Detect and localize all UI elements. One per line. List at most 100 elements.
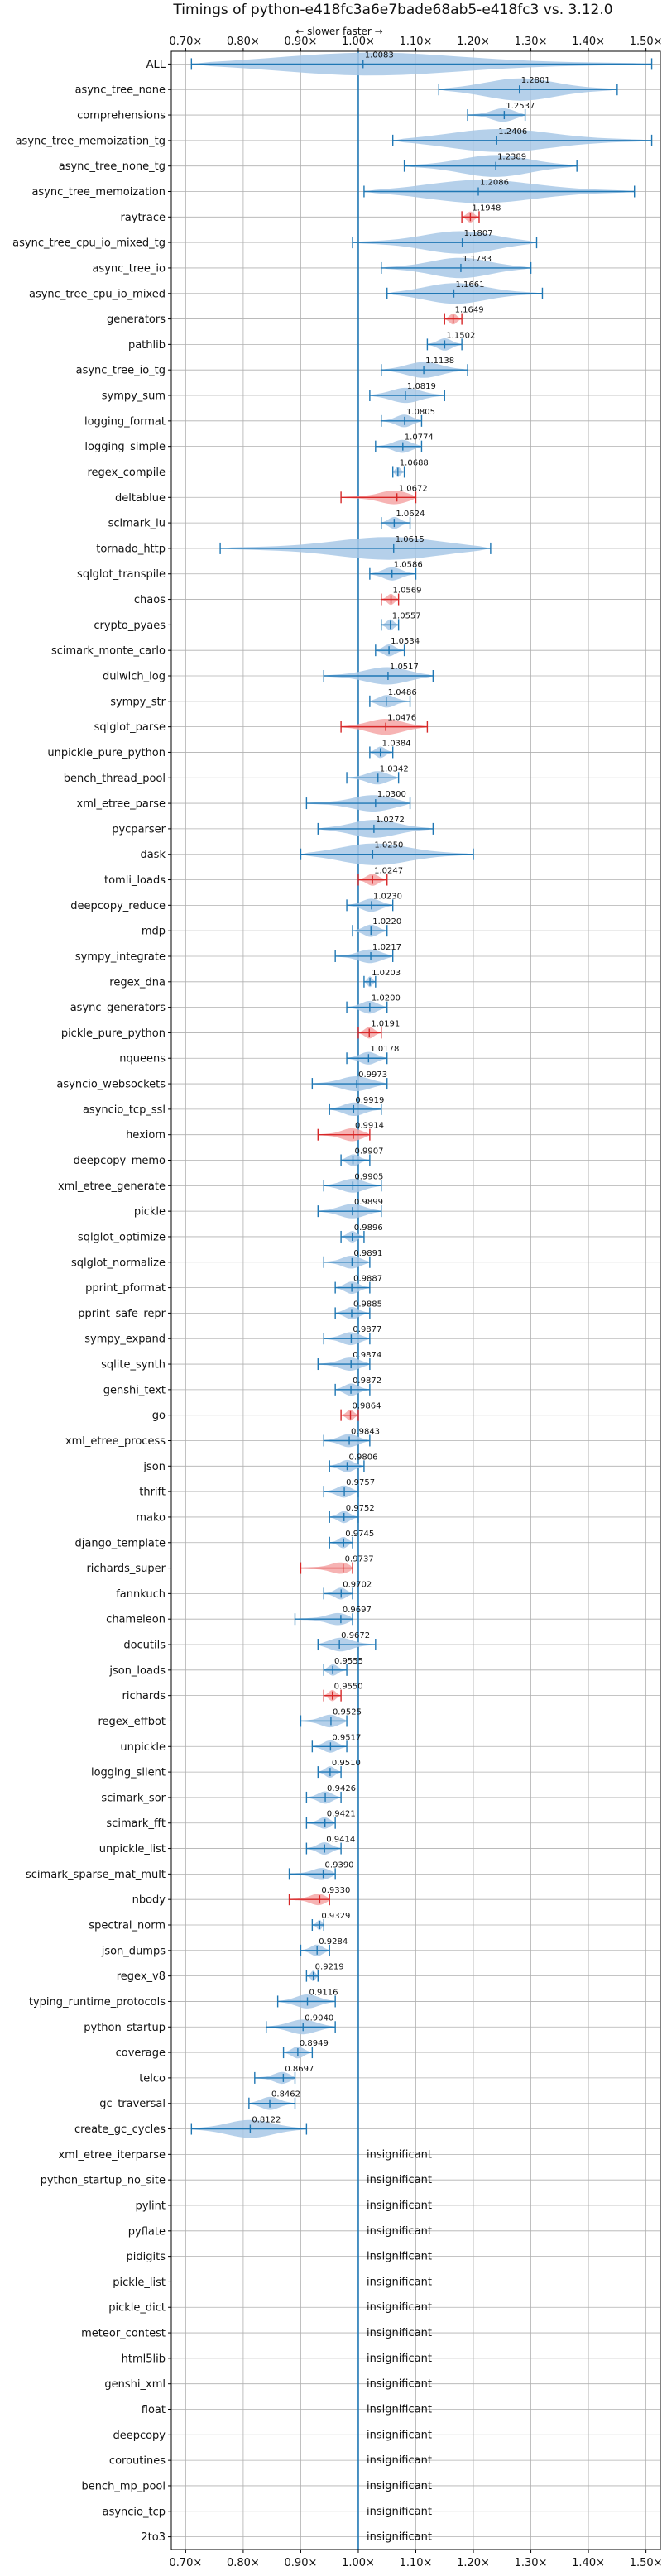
benchmark-label: sqlite_synth (101, 1359, 166, 1372)
benchmark-label: sympy_expand (84, 1333, 166, 1346)
benchmark-label: logging_simple (84, 441, 166, 453)
value-label: 0.9697 (343, 1606, 372, 1615)
value-label: 0.9414 (326, 1836, 355, 1845)
value-label: 1.0178 (370, 1045, 399, 1054)
value-label: 1.0774 (405, 433, 434, 443)
x-tick-label-top: 0.90× (285, 36, 318, 48)
value-label: 1.0557 (392, 611, 421, 620)
benchmark-label: deltablue (115, 492, 166, 505)
insignificant-label: insignificant (367, 2301, 432, 2314)
benchmark-label: tornado_http (96, 543, 166, 555)
benchmark-label: xml_etree_process (65, 1435, 166, 1448)
insignificant-label: insignificant (367, 2225, 432, 2238)
value-label: 0.8122 (252, 2116, 281, 2125)
benchmark-label: pyflate (128, 2225, 166, 2238)
x-tick-label-top: 1.50× (630, 36, 662, 48)
x-tick-label-bottom: 0.90× (285, 2557, 318, 2569)
benchmark-label: scimark_sor (101, 1792, 166, 1804)
x-tick-label-bottom: 1.20× (457, 2557, 490, 2569)
benchmark-label: tomli_loads (104, 874, 166, 887)
x-tick-label-bottom: 1.00× (342, 2557, 375, 2569)
labels-layer: 0.70× 0.70× 0.80× 0.80× 0.90× 0.90× 1.00× 1.00×… (12, 36, 662, 2569)
value-label: 1.0342 (380, 764, 409, 773)
benchmark-label: raytrace (120, 212, 166, 224)
value-label: 1.2406 (498, 127, 527, 136)
benchmark-label: scimark_monte_carlo (51, 645, 166, 658)
benchmark-label: json (142, 1461, 166, 1473)
benchmark-label: xml_etree_iterparse (58, 2149, 166, 2162)
benchmark-label: nbody (132, 1894, 166, 1907)
value-label: 1.0191 (371, 1019, 400, 1028)
value-label: 0.8949 (300, 2039, 329, 2048)
benchmark-label: hexiom (126, 1129, 166, 1142)
value-label: 1.1783 (463, 255, 492, 264)
benchmark-label: dask (140, 849, 166, 861)
benchmark-label: 2to3 (141, 2531, 166, 2544)
value-label: 1.0083 (365, 50, 394, 60)
benchmark-label: pidigits (127, 2251, 166, 2263)
benchmark-label: sqlglot_parse (94, 721, 166, 734)
value-label: 1.0534 (391, 637, 420, 646)
value-label: 1.1502 (446, 331, 475, 340)
value-label: 1.0486 (388, 688, 417, 697)
value-label: 0.9806 (348, 1453, 377, 1462)
benchmark-label: async_tree_io_tg (76, 365, 166, 377)
value-label: 1.2801 (521, 76, 550, 85)
benchmark-label: async_tree_none_tg (59, 160, 166, 173)
benchmark-label: gc_traversal (99, 2098, 166, 2110)
benchmark-label: pickle_list (113, 2277, 166, 2289)
benchmark-label: django_template (75, 1537, 166, 1549)
value-label: 0.9702 (343, 1580, 372, 1589)
benchmark-label: genshi_text (103, 1384, 166, 1396)
benchmark-label: sqlglot_normalize (71, 1257, 166, 1269)
value-label: 1.0569 (393, 587, 422, 596)
insignificant-label: insignificant (367, 2378, 432, 2391)
insignificant-label: insignificant (367, 2200, 432, 2212)
value-label: 0.9329 (321, 1912, 350, 1921)
benchmark-label: regex_v8 (117, 1970, 166, 1983)
benchmark-label: deepcopy_memo (74, 1155, 166, 1167)
benchmark-label: spectral_norm (89, 1920, 166, 1932)
value-label: 0.9973 (358, 1070, 387, 1080)
benchmark-label: logging_format (84, 415, 166, 428)
benchmark-label: sqlglot_optimize (78, 1231, 166, 1243)
value-label: 0.9525 (333, 1707, 362, 1717)
benchmark-label: scimark_sparse_mat_mult (26, 1869, 166, 1881)
direction-label: ← slower faster → (295, 26, 382, 37)
x-tick-label-bottom: 1.40× (572, 2557, 605, 2569)
value-label: 0.9752 (346, 1504, 375, 1513)
value-label: 0.9872 (353, 1377, 381, 1386)
benchmark-label: unpickle_pure_python (47, 747, 166, 759)
value-label: 0.9116 (309, 1988, 338, 1997)
value-label: 0.9877 (353, 1325, 381, 1334)
x-tick-label-bottom: 1.50× (630, 2557, 662, 2569)
benchmark-label: async_tree_cpu_io_mixed (29, 288, 166, 300)
benchmark-label: richards_super (86, 1563, 166, 1575)
value-label: 0.9891 (353, 1249, 382, 1258)
x-tick-label-top: 0.80× (227, 36, 260, 48)
value-label: 1.0476 (387, 714, 416, 723)
benchmark-label: pycparser (112, 823, 166, 836)
value-label: 1.1948 (472, 203, 501, 213)
value-label: 0.9517 (332, 1733, 361, 1742)
value-label: 1.0230 (373, 892, 402, 901)
benchmark-label: richards (122, 1690, 166, 1702)
value-label: 0.9330 (321, 1886, 350, 1895)
x-tick-label-top: 0.70× (169, 36, 202, 48)
benchmark-label: chameleon (106, 1614, 166, 1626)
benchmark-label: scimark_fft (106, 1817, 166, 1830)
value-label: 1.0819 (407, 382, 436, 391)
value-label: 0.9885 (353, 1300, 382, 1309)
value-label: 0.9421 (327, 1810, 356, 1819)
insignificant-label: insignificant (367, 2148, 432, 2161)
value-label: 0.9745 (345, 1530, 374, 1539)
value-label: 0.9864 (353, 1402, 381, 1411)
value-label: 1.0624 (396, 510, 425, 519)
benchmark-label: fannkuch (116, 1588, 166, 1601)
benchmark-label: meteor_contest (81, 2328, 166, 2340)
value-label: 1.1661 (455, 280, 484, 290)
insignificant-label: insignificant (367, 2276, 432, 2288)
insignificant-label: insignificant (367, 2531, 432, 2544)
insignificant-label: insignificant (367, 2174, 432, 2186)
benchmark-label: coverage (116, 2047, 166, 2060)
